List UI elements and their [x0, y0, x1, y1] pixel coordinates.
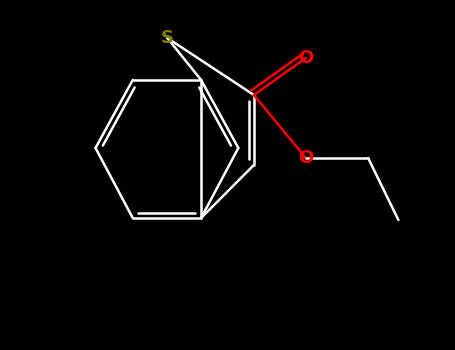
Text: O: O	[298, 49, 313, 67]
Text: S: S	[161, 29, 174, 47]
Text: O: O	[298, 149, 313, 167]
